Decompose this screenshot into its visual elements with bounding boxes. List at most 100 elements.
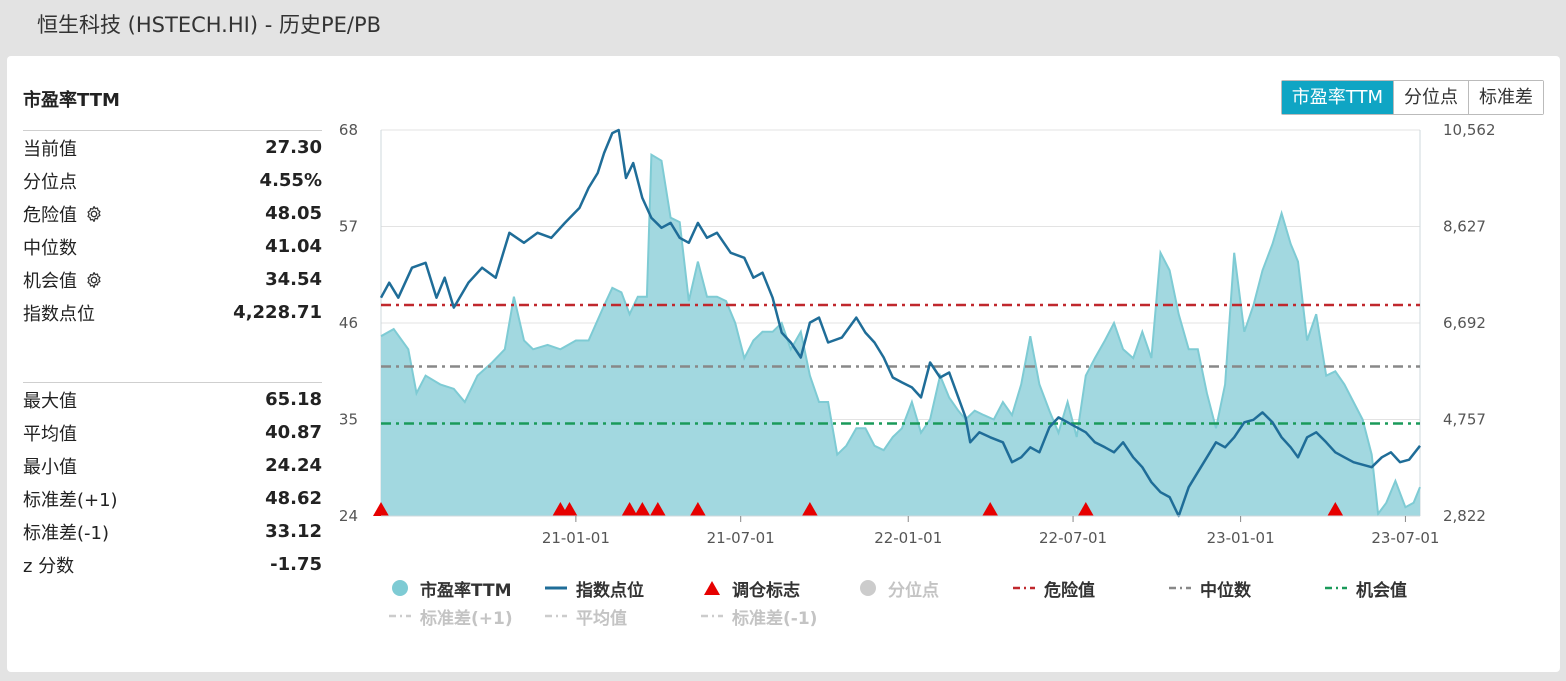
legend-label: 中位数: [1200, 580, 1251, 601]
distribution-stat-row: 平均值 40.87: [23, 416, 322, 449]
pe-ttm-area: [381, 154, 1420, 516]
distribution-stat-row: 最小值 24.24: [23, 449, 322, 482]
stat-value: 48.05: [265, 203, 322, 224]
stat-label-wrap: 标准差(-1): [23, 519, 109, 545]
stat-label-wrap: 最大值: [23, 387, 77, 413]
x-tick-label: 23-01-01: [1207, 529, 1275, 547]
legend-item[interactable]: 平均值: [544, 604, 700, 629]
stat-value: -1.75: [270, 554, 322, 575]
stat-label: 标准差(-1): [23, 522, 109, 544]
stat-label: 最小值: [23, 456, 77, 478]
current-stat-row: 机会值 34.54: [23, 263, 322, 296]
tab-pe-ttm[interactable]: 市盈率TTM: [1281, 81, 1393, 114]
distribution-stat-row: 最大值 65.18: [23, 383, 322, 416]
legend-label: 危险值: [1044, 580, 1095, 601]
distribution-stat-row: 标准差(+1) 48.62: [23, 482, 322, 515]
y-left-tick-label: 35: [339, 411, 358, 429]
stat-label: 分位点: [23, 171, 77, 193]
stat-value: 4,228.71: [233, 302, 322, 323]
legend-item[interactable]: 标准差(+1): [388, 604, 544, 629]
current-stat-row: 危险值 48.05: [23, 197, 322, 230]
stat-label: 平均值: [23, 423, 77, 445]
legend-row-1: 市盈率TTM 指数点位 调仓标志 分位点 危险值 中位数 机会值: [388, 574, 1488, 602]
stat-label: z 分数: [23, 555, 75, 577]
legend-row-2: 标准差(+1) 平均值 标准差(-1): [388, 602, 1488, 630]
legend-item[interactable]: 市盈率TTM: [388, 576, 544, 601]
rebalance-marker: [982, 502, 999, 516]
gear-icon[interactable]: [85, 271, 103, 289]
stat-value: 24.24: [265, 455, 322, 476]
gear-icon[interactable]: [85, 205, 103, 223]
stat-value: 48.62: [265, 488, 322, 509]
y-right-tick-label: 4,757: [1443, 411, 1486, 429]
legend-item[interactable]: 危险值: [1012, 576, 1168, 601]
metric-toggle: 市盈率TTM 分位点 标准差: [1280, 80, 1544, 115]
legend-symbol-icon: [1012, 579, 1036, 597]
stat-value: 4.55%: [259, 170, 322, 191]
legend-label: 市盈率TTM: [420, 580, 512, 601]
legend-label: 机会值: [1356, 580, 1407, 601]
x-tick-label: 21-01-01: [542, 529, 610, 547]
legend-item[interactable]: 分位点: [856, 576, 1012, 601]
y-left-tick-label: 46: [339, 314, 358, 332]
rebalance-marker: [801, 502, 818, 516]
tab-percentile[interactable]: 分位点: [1393, 81, 1468, 114]
index-points-line: [379, 128, 1421, 518]
rebalance-marker: [621, 502, 638, 516]
legend-item[interactable]: 中位数: [1168, 576, 1324, 601]
legend-label: 指数点位: [576, 580, 644, 601]
stat-label-wrap: 中位数: [23, 234, 77, 260]
stat-value: 27.30: [265, 137, 322, 158]
legend-symbol-icon: [1168, 579, 1192, 597]
stat-label-wrap: 平均值: [23, 420, 77, 446]
legend-symbol-icon: [1324, 579, 1348, 597]
legend-label: 标准差(-1): [732, 608, 818, 629]
title-bar: 恒生科技 (HSTECH.HI) - 历史PE/PB: [0, 0, 1566, 48]
stat-label-wrap: 机会值: [23, 267, 103, 293]
rebalance-marker: [1327, 502, 1344, 516]
rebalance-marker: [649, 502, 666, 516]
stat-value: 65.18: [265, 389, 322, 410]
stat-label-wrap: 当前值: [23, 135, 77, 161]
stat-label: 危险值: [23, 204, 77, 226]
stat-label-wrap: 最小值: [23, 453, 77, 479]
legend-item[interactable]: 调仓标志: [700, 576, 856, 601]
current-stat-row: 分位点 4.55%: [23, 164, 322, 197]
page-title: 恒生科技 (HSTECH.HI) - 历史PE/PB: [37, 13, 382, 37]
rebalance-marker: [561, 502, 578, 516]
legend: 市盈率TTM 指数点位 调仓标志 分位点 危险值 中位数 机会值 标准差(+1) 平均值 标准差…: [388, 574, 1488, 630]
stat-value: 34.54: [265, 269, 322, 290]
y-right-tick-label: 6,692: [1443, 314, 1486, 332]
side-panel-title: 市盈率TTM: [23, 90, 120, 111]
y-right-tick-label: 2,822: [1443, 507, 1486, 525]
legend-label: 分位点: [888, 580, 939, 601]
x-tick-label: 22-07-01: [1039, 529, 1107, 547]
legend-item[interactable]: 指数点位: [544, 576, 700, 601]
legend-label: 调仓标志: [732, 580, 800, 601]
rebalance-marker: [373, 502, 389, 516]
stat-label-wrap: 标准差(+1): [23, 486, 118, 512]
y-right-tick-label: 10,562: [1443, 121, 1496, 139]
x-tick-label: 21-07-01: [707, 529, 775, 547]
stat-value: 41.04: [265, 236, 322, 257]
current-stats-panel: 当前值 27.30 分位点 4.55% 危险值 48.05 中位数 41.04 机会值 34.54…: [23, 130, 322, 329]
stat-label-wrap: 指数点位: [23, 300, 95, 326]
legend-symbol-icon: [388, 607, 412, 625]
legend-item[interactable]: 机会值: [1324, 576, 1480, 601]
y-right-tick-label: 8,627: [1443, 218, 1486, 236]
current-stat-row: 中位数 41.04: [23, 230, 322, 263]
legend-symbol-icon: [544, 579, 568, 597]
tab-std-dev[interactable]: 标准差: [1468, 81, 1543, 114]
current-stat-row: 当前值 27.30: [23, 131, 322, 164]
x-tick-label: 23-07-01: [1371, 529, 1439, 547]
y-left-tick-label: 24: [339, 507, 358, 525]
distribution-stat-row: 标准差(-1) 33.12: [23, 515, 322, 548]
stat-label-wrap: 分位点: [23, 168, 77, 194]
legend-symbol-icon: [856, 579, 880, 597]
legend-item[interactable]: 标准差(-1): [700, 604, 856, 629]
y-left-tick-label: 68: [339, 121, 358, 139]
distribution-stats-panel: 最大值 65.18 平均值 40.87 最小值 24.24 标准差(+1) 48.62 标准差(…: [23, 382, 322, 581]
stat-label-wrap: z 分数: [23, 552, 74, 578]
rebalance-marker: [689, 502, 706, 516]
